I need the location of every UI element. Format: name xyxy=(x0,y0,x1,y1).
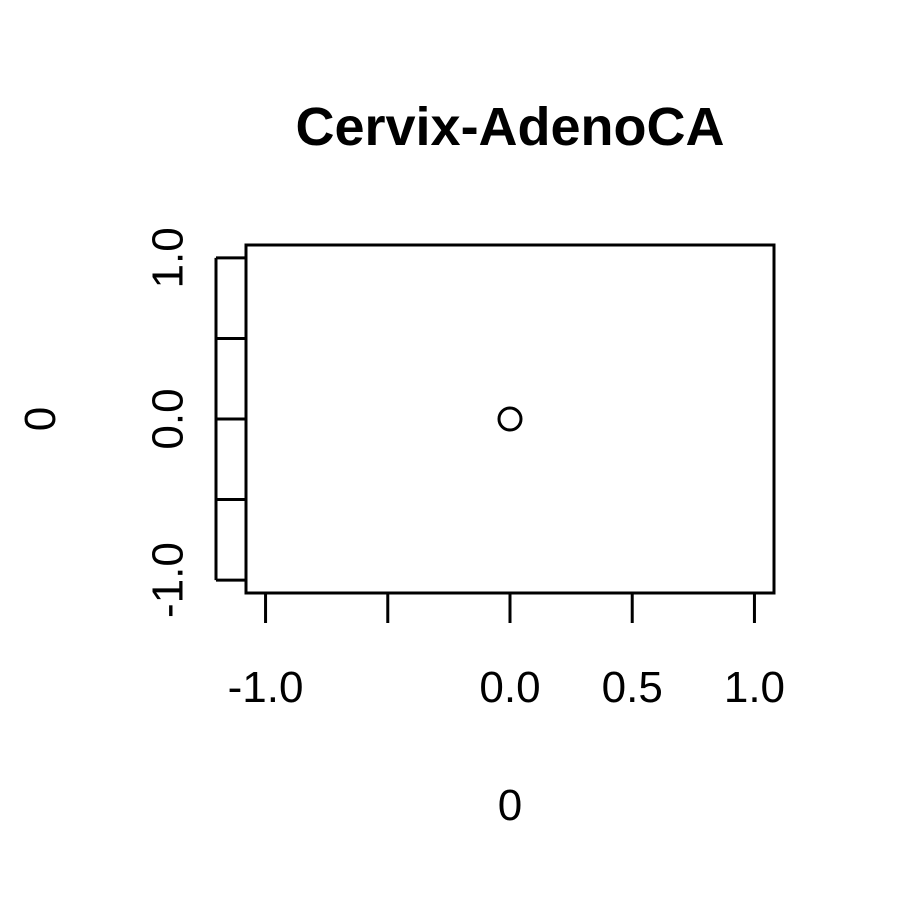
x-axis: -1.0 0.0 0.5 1.0 xyxy=(228,593,785,712)
x-tick-label: 1.0 xyxy=(724,663,785,712)
points xyxy=(497,406,523,432)
y-axis: -1.0 0.0 1.0 xyxy=(144,227,246,618)
plot-frame xyxy=(244,243,776,595)
x-tick-label: -1.0 xyxy=(228,663,304,712)
data-point xyxy=(497,406,523,432)
y-tick-label: 0.0 xyxy=(144,388,193,449)
y-tick-label: -1.0 xyxy=(144,542,193,618)
x-tick-label: 0.0 xyxy=(479,663,540,712)
chart-title: Cervix-AdenoCA xyxy=(295,97,724,157)
x-axis-label: 0 xyxy=(498,781,522,830)
y-tick-label: 1.0 xyxy=(144,227,193,288)
x-tick-label: 0.5 xyxy=(602,663,663,712)
y-axis-label: 0 xyxy=(16,407,65,431)
